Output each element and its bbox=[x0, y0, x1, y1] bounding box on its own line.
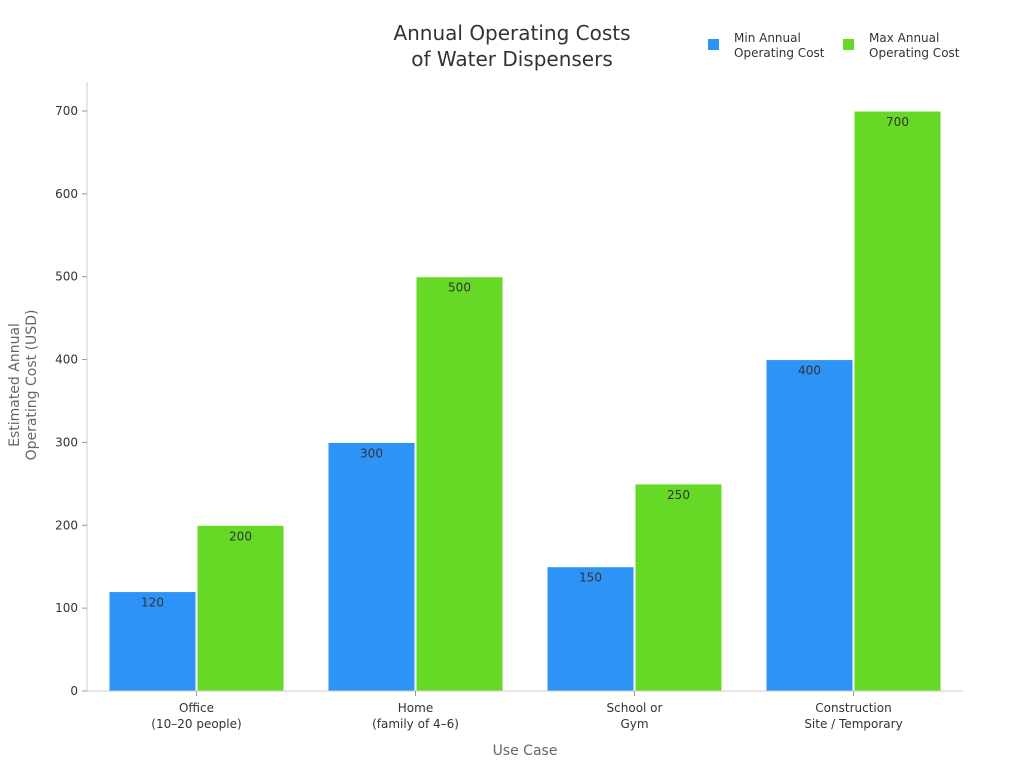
data-label: 400 bbox=[798, 364, 821, 378]
y-axis-label-line-1: Estimated Annual bbox=[7, 323, 23, 447]
y-tick-label: 0 bbox=[70, 684, 78, 698]
y-axis-label: Estimated Annual Operating Cost (USD) bbox=[7, 310, 40, 461]
y-axis: 0 100 200 300 400 500 600 700 bbox=[55, 82, 88, 698]
y-tick-label: 600 bbox=[55, 187, 78, 201]
x-axis-label: Use Case bbox=[493, 743, 558, 759]
x-tick-label: Site / Temporary bbox=[804, 717, 902, 731]
legend-swatch-min bbox=[708, 39, 719, 50]
bar-min bbox=[108, 591, 197, 692]
bar-min bbox=[765, 359, 854, 692]
y-tick-label: 500 bbox=[55, 270, 78, 284]
y-axis-label-line-2: Operating Cost (USD) bbox=[24, 310, 40, 461]
data-label: 150 bbox=[579, 571, 602, 585]
data-label: 300 bbox=[360, 446, 383, 460]
y-tick-label: 100 bbox=[55, 601, 78, 615]
x-tick-label: Construction bbox=[815, 701, 891, 715]
legend-label-max-1: Max Annual bbox=[869, 31, 939, 45]
legend: Min Annual Operating Cost Max Annual Ope… bbox=[708, 31, 960, 60]
y-tick-label: 300 bbox=[55, 435, 78, 449]
x-tick-label: (family of 4–6) bbox=[372, 717, 459, 731]
legend-label-min-2: Operating Cost bbox=[734, 46, 825, 60]
bar-max bbox=[853, 110, 942, 692]
data-label: 200 bbox=[229, 529, 252, 543]
bar-max bbox=[634, 483, 723, 692]
y-tick-label: 700 bbox=[55, 104, 78, 118]
bar-min bbox=[327, 441, 416, 692]
x-tick-label: Office bbox=[179, 701, 214, 715]
bar-min bbox=[546, 566, 635, 692]
x-axis: Office (10–20 people) Home (family of 4–6) S… bbox=[87, 690, 963, 731]
chart-title-line-1: Annual Operating Costs bbox=[393, 21, 630, 45]
legend-label-max-2: Operating Cost bbox=[869, 46, 960, 60]
data-label: 120 bbox=[141, 596, 164, 610]
chart-title-line-2: of Water Dispensers bbox=[411, 47, 613, 71]
bars: 120 200 300 500 150 250 400 700 bbox=[108, 110, 942, 692]
x-tick-label: School or bbox=[607, 701, 663, 715]
x-tick-label: Home bbox=[398, 701, 433, 715]
x-tick-label: (10–20 people) bbox=[151, 717, 241, 731]
data-label: 250 bbox=[667, 488, 690, 502]
y-tick-label: 400 bbox=[55, 353, 78, 367]
data-label: 700 bbox=[886, 115, 909, 129]
data-label: 500 bbox=[448, 281, 471, 295]
y-tick-label: 200 bbox=[55, 518, 78, 532]
bar-max bbox=[415, 276, 504, 692]
bar-max bbox=[196, 524, 285, 692]
legend-label-min-1: Min Annual bbox=[734, 31, 801, 45]
x-tick-label: Gym bbox=[620, 717, 648, 731]
legend-swatch-max bbox=[843, 39, 854, 50]
chart-title: Annual Operating Costs of Water Dispense… bbox=[393, 21, 630, 71]
